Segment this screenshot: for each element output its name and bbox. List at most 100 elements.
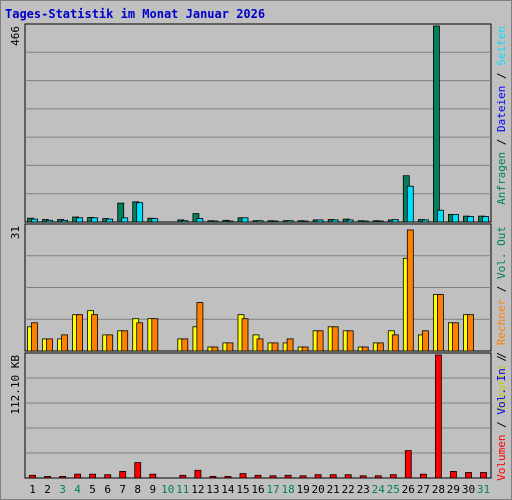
- bar-rechner-day-12: [196, 302, 204, 352]
- x-tick-label: 13: [206, 483, 219, 496]
- y-max-label: 466: [9, 26, 22, 46]
- bar-volumen-day-25: [389, 474, 397, 479]
- bar-seiten-day-16: [256, 220, 264, 223]
- bar-volumen-day-13: [209, 475, 217, 479]
- bar-volumen-day-17: [269, 475, 277, 479]
- bar-rechner-day-28: [436, 294, 444, 352]
- legend-label: Volumen / Vol. In /: [495, 355, 508, 481]
- legend-segment: /: [495, 132, 508, 152]
- bar-seiten-day-20: [316, 219, 324, 223]
- legend-label: Besuche / Rechner / Vol. Out: [495, 226, 508, 411]
- x-tick-label: 27: [417, 483, 430, 496]
- panel-middle: 31 Besuche / Rechner / Vol. Out: [9, 223, 508, 411]
- bar-seiten-day-22: [346, 219, 354, 223]
- x-tick-label: 26: [402, 483, 415, 496]
- bar-rechner-day-14: [226, 342, 234, 352]
- bar-seiten-day-21: [331, 219, 339, 223]
- bar-seiten-day-3: [61, 219, 68, 223]
- bar-rechner-day-25: [391, 334, 399, 352]
- bar-volumen-day-4: [74, 473, 81, 479]
- x-tick-label: 8: [134, 483, 141, 496]
- x-tick-label: 19: [296, 483, 309, 496]
- x-tick-label: 12: [191, 483, 204, 496]
- bar-volumen-day-3: [59, 475, 66, 479]
- bar-seiten-day-13: [211, 220, 219, 223]
- bar-seiten-day-26: [406, 185, 414, 223]
- bar-rechner-day-19: [301, 346, 309, 352]
- x-tick-label: 4: [74, 483, 81, 496]
- x-tick-label: 1: [29, 483, 36, 496]
- bar-seiten-day-18: [286, 220, 294, 223]
- bar-rechner-day-23: [361, 346, 369, 352]
- legend-segment: Anfragen: [495, 152, 508, 205]
- bar-volumen-day-30: [465, 472, 472, 479]
- bar-anfragen-day-12: [192, 213, 200, 223]
- y-max-label: 112.10 KB: [9, 355, 22, 415]
- panel-frame: [24, 23, 492, 223]
- bar-volumen-day-12: [194, 469, 202, 479]
- bar-seiten-day-11: [181, 220, 189, 223]
- bar-rechner-day-2: [46, 338, 53, 352]
- x-tick-label: 23: [357, 483, 370, 496]
- bar-volumen-day-14: [224, 475, 232, 479]
- x-tick-label: 6: [104, 483, 111, 496]
- bar-seiten-day-9: [151, 218, 159, 223]
- bar-volumen-day-23: [359, 475, 367, 479]
- bar-volumen-day-8: [134, 462, 142, 479]
- legend-segment: /: [495, 345, 508, 365]
- legend-segment: /: [495, 415, 508, 435]
- bar-rechner-day-17: [271, 342, 279, 352]
- x-tick-label: 17: [266, 483, 279, 496]
- bar-rechner-day-26: [406, 229, 414, 352]
- bar-seiten-day-8: [136, 202, 144, 223]
- bar-rechner-day-7: [121, 330, 129, 352]
- bar-seiten-day-2: [46, 219, 53, 223]
- bar-volumen-day-31: [480, 472, 487, 479]
- bar-volumen-day-16: [254, 474, 262, 479]
- x-tick-label: 9: [149, 483, 156, 496]
- bar-rechner-day-5: [91, 314, 98, 352]
- bar-volumen-day-11: [179, 474, 187, 479]
- bar-rechner-day-9: [151, 318, 159, 352]
- legend-segment: Seiten: [495, 26, 508, 66]
- legend-segment: /: [495, 355, 508, 368]
- legend-segment: Volumen: [495, 434, 508, 480]
- bar-rechner-day-6: [106, 334, 114, 352]
- x-tick-label: 3: [59, 483, 66, 496]
- x-tick-label: 31: [477, 483, 490, 496]
- bar-volumen-day-19: [299, 475, 307, 479]
- bar-seiten-day-30: [467, 216, 474, 223]
- x-tick-label: 20: [311, 483, 324, 496]
- bar-rechner-day-4: [76, 314, 83, 352]
- x-tick-label: 30: [462, 483, 475, 496]
- legend-segment: Besuche: [495, 365, 508, 411]
- bar-rechner-day-20: [316, 330, 324, 352]
- x-tick-label: 2: [44, 483, 51, 496]
- bar-volumen-day-29: [449, 470, 457, 479]
- x-tick-label: 29: [447, 483, 460, 496]
- bar-volumen-day-26: [404, 450, 412, 479]
- y-max-label: 31: [9, 226, 22, 239]
- bar-rechner-day-11: [181, 338, 189, 352]
- bar-seiten-day-31: [482, 216, 489, 223]
- bar-volumen-day-20: [314, 474, 322, 479]
- bar-seiten-day-19: [301, 220, 309, 223]
- bar-seiten-day-1: [31, 218, 38, 223]
- bar-volumen-day-2: [44, 475, 51, 479]
- bar-rechner-day-3: [61, 334, 68, 352]
- bar-seiten-day-17: [271, 220, 279, 223]
- bar-rechner-day-27: [421, 330, 429, 352]
- bar-anfragen-day-7: [117, 202, 125, 223]
- x-tick-label: 25: [387, 483, 400, 496]
- bar-seiten-day-4: [76, 217, 83, 223]
- bar-volumen-day-6: [104, 474, 112, 479]
- chart-panels: 466 Anfragen / Dateien / Seiten 31 Besuche …: [9, 23, 508, 481]
- x-tick-label: 14: [221, 483, 235, 496]
- x-tick-label: 10: [161, 483, 174, 496]
- bar-rechner-day-29: [451, 322, 459, 352]
- bar-seiten-day-23: [361, 220, 369, 223]
- x-axis-labels: 1 2 3 4 5 6 7 8 9 10 11 12 13 14 15 16 17 18 19 20 21 22 23 24 2…: [29, 483, 490, 496]
- bar-volumen-day-1: [29, 474, 36, 479]
- x-tick-label: 21: [327, 483, 340, 496]
- bar-seiten-day-24: [376, 220, 384, 223]
